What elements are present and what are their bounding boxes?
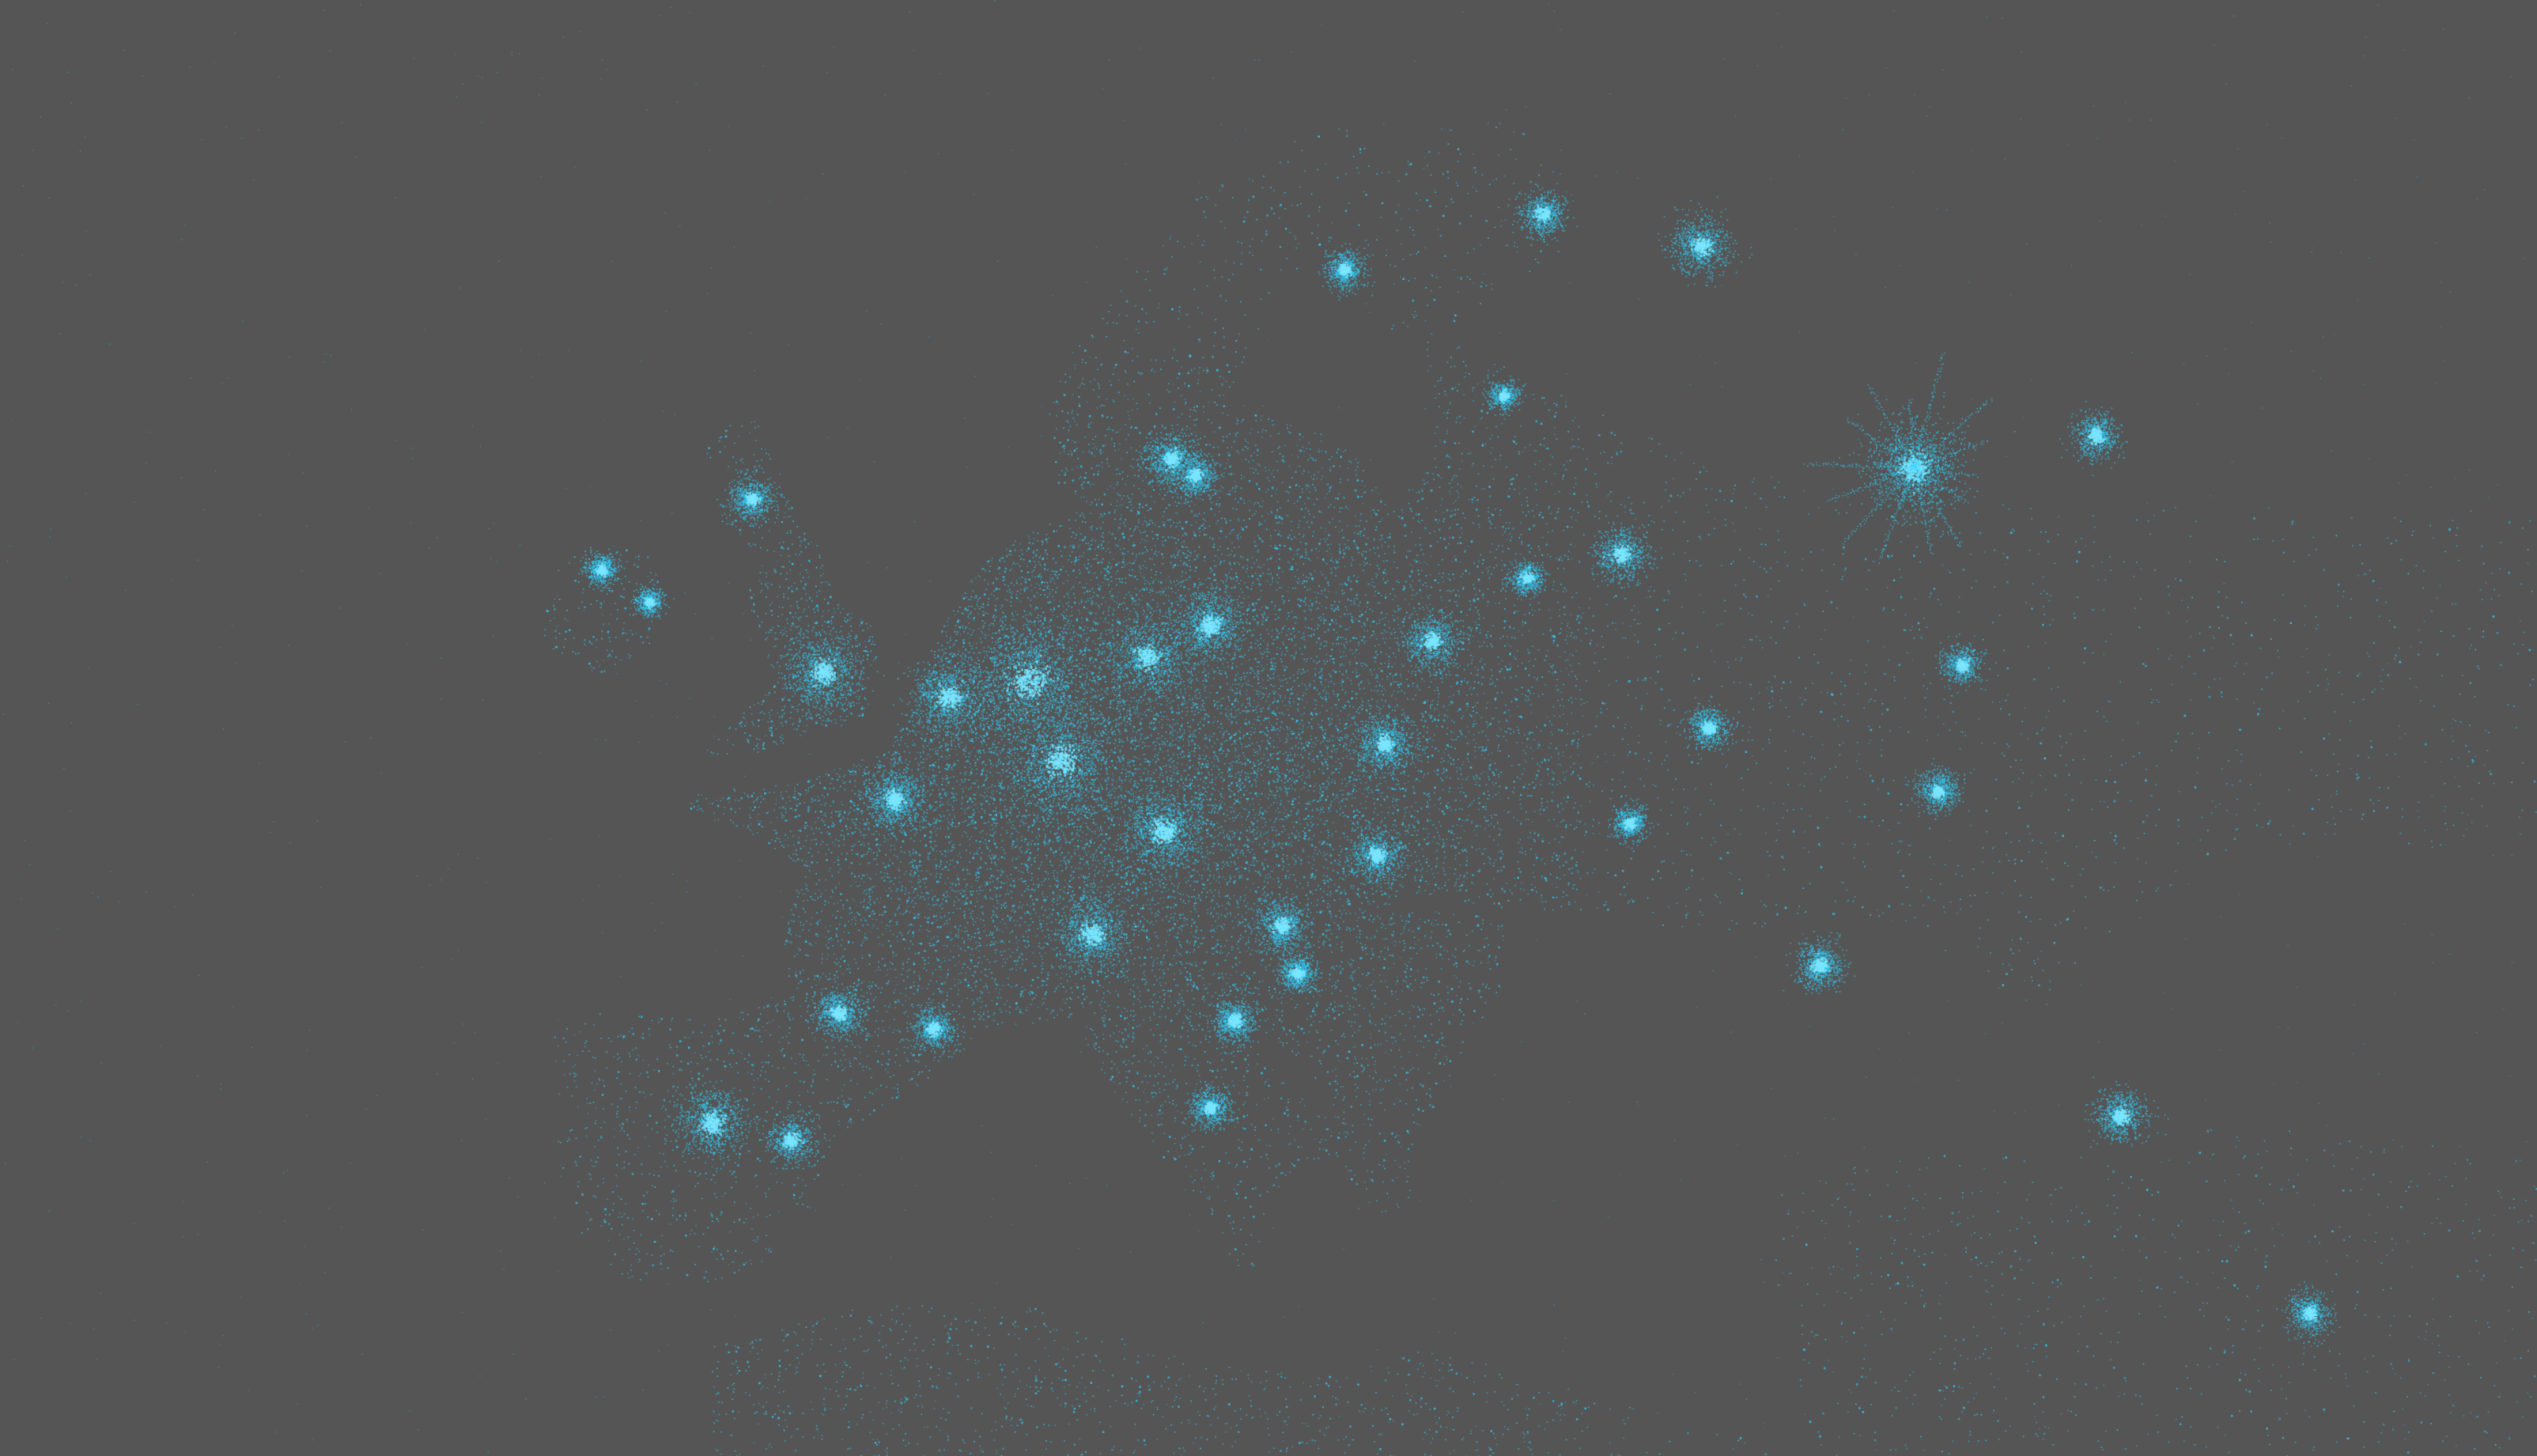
map-canvas (0, 0, 2537, 1456)
europe-density-map (0, 0, 2537, 1456)
